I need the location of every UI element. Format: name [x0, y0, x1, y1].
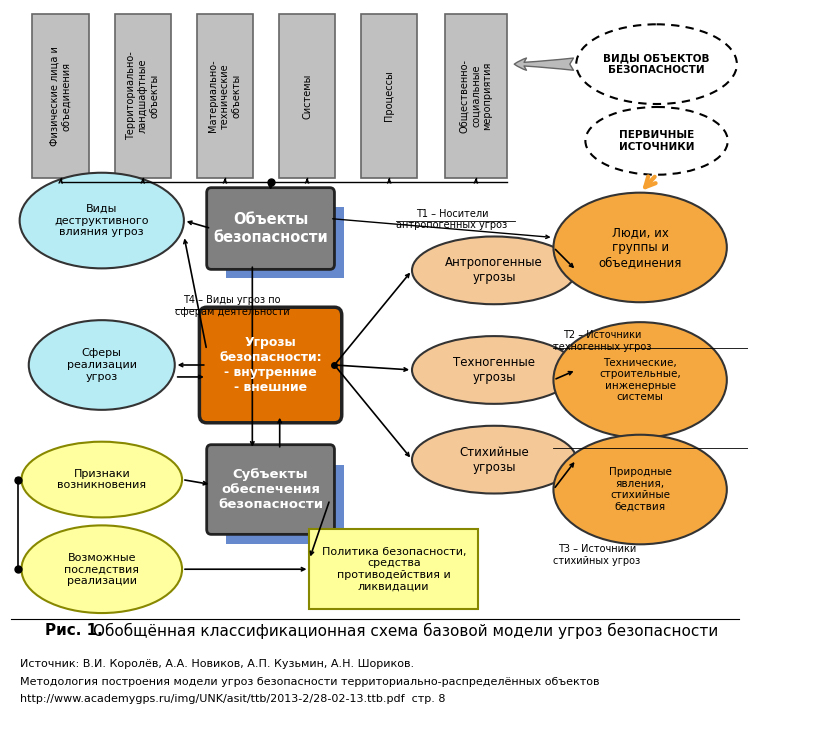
Text: Объекты
безопасности: Объекты безопасности: [213, 212, 328, 245]
Text: Системы: Системы: [302, 74, 312, 119]
Text: Рис. 1.: Рис. 1.: [45, 623, 103, 639]
Text: Политика безопасности,
средства
противодействия и
ликвидации: Политика безопасности, средства противод…: [321, 547, 466, 592]
Ellipse shape: [554, 434, 727, 545]
Text: Обобщённая классификационная схема базовой модели угроз безопасности: Обобщённая классификационная схема базов…: [92, 623, 718, 639]
Text: Природные
явления,
стихийные
бедствия: Природные явления, стихийные бедствия: [609, 467, 672, 512]
Text: Источник: В.И. Королёв, А.А. Новиков, А.П. Кузьмин, А.Н. Шориков.: Источник: В.И. Королёв, А.А. Новиков, А.…: [20, 659, 414, 668]
Text: Процессы: Процессы: [384, 71, 394, 122]
Text: Антропогенные
угрозы: Антропогенные угрозы: [445, 257, 543, 284]
Text: Люди, их
группы и
объединения: Люди, их группы и объединения: [599, 226, 682, 269]
Ellipse shape: [554, 322, 727, 437]
Ellipse shape: [412, 426, 576, 494]
Ellipse shape: [21, 442, 182, 518]
Text: Технические,
строительные,
инженерные
системы: Технические, строительные, инженерные си…: [600, 357, 681, 402]
Text: Возможные
последствия
реализации: Возможные последствия реализации: [65, 553, 139, 586]
Text: Физические лица и
объединения: Физические лица и объединения: [50, 46, 71, 146]
Ellipse shape: [21, 526, 182, 613]
Text: Виды
деструктивного
влияния угроз: Виды деструктивного влияния угроз: [55, 204, 149, 237]
Ellipse shape: [412, 236, 576, 304]
Text: Т4 – Виды угроз по
сферам деятельности: Т4 – Виды угроз по сферам деятельности: [175, 295, 290, 317]
Bar: [115, 14, 171, 178]
Text: Признаки
возникновения: Признаки возникновения: [57, 469, 146, 491]
Bar: [226, 464, 344, 545]
Ellipse shape: [29, 320, 175, 410]
Ellipse shape: [554, 192, 727, 303]
Bar: [361, 14, 417, 178]
Text: Субъекты
обеспечения
безопасности: Субъекты обеспечения безопасности: [218, 468, 323, 511]
Text: Т2 – Источники
техногенных угроз: Т2 – Источники техногенных угроз: [554, 330, 652, 351]
Text: Техногенные
угрозы: Техногенные угрозы: [453, 356, 535, 384]
Ellipse shape: [20, 173, 184, 268]
Text: http://www.academygps.ru/img/UNK/asit/ttb/2013-2/28-02-13.ttb.pdf  стр. 8: http://www.academygps.ru/img/UNK/asit/tt…: [20, 694, 445, 703]
FancyBboxPatch shape: [207, 187, 335, 269]
Text: ВИДЫ ОБЪЕКТОВ
БЕЗОПАСНОСТИ: ВИДЫ ОБЪЕКТОВ БЕЗОПАСНОСТИ: [604, 53, 710, 75]
Bar: [33, 14, 89, 178]
Bar: [196, 14, 254, 178]
Bar: [309, 529, 479, 609]
Text: Методология построения модели угроз безопасности территориально-распределённых о: Методология построения модели угроз безо…: [20, 677, 599, 687]
Text: Угрозы
безопасности:
- внутренние
- внешние: Угрозы безопасности: - внутренние - внеш…: [219, 336, 322, 394]
Text: Т1 – Носители
антропогенных угроз: Т1 – Носители антропогенных угроз: [397, 208, 508, 230]
Text: Стихийные
угрозы: Стихийные угрозы: [459, 445, 529, 474]
Text: Территориально-
ландшафтные
объекты: Территориально- ландшафтные объекты: [126, 52, 160, 141]
FancyBboxPatch shape: [207, 445, 335, 534]
Bar: [226, 206, 344, 278]
Bar: [445, 14, 507, 178]
Ellipse shape: [412, 336, 576, 404]
Text: ПЕРВИЧНЫЕ
ИСТОЧНИКИ: ПЕРВИЧНЫЕ ИСТОЧНИКИ: [618, 130, 694, 152]
Ellipse shape: [576, 24, 737, 104]
Text: Материально-
технические
объекты: Материально- технические объекты: [209, 60, 241, 133]
Text: Сферы
реализации
угроз: Сферы реализации угроз: [67, 348, 137, 381]
Ellipse shape: [586, 107, 728, 175]
Text: Общественно-
социальные
мероприятия: Общественно- социальные мероприятия: [459, 59, 492, 133]
FancyBboxPatch shape: [200, 307, 342, 423]
Text: Т3 – Источники
стихийных угроз: Т3 – Источники стихийных угроз: [554, 545, 640, 566]
Bar: [279, 14, 335, 178]
